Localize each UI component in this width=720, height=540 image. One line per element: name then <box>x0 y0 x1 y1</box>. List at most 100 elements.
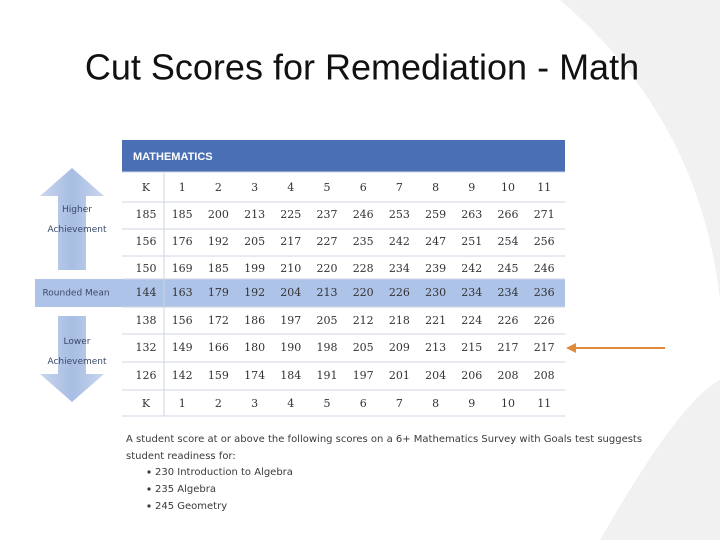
column-label: 9 <box>468 397 475 410</box>
score-cell: 204 <box>280 286 301 299</box>
bullet: 235 Algebra <box>155 484 216 495</box>
column-label: 1 <box>179 397 186 410</box>
score-cell: 213 <box>425 341 446 354</box>
score-cell: 239 <box>425 262 446 275</box>
score-cell: 221 <box>425 314 446 327</box>
score-cell: 245 <box>498 262 519 275</box>
score-cell: 149 <box>172 341 193 354</box>
header-bar <box>122 140 565 172</box>
score-cell: 234 <box>498 286 519 299</box>
score-cell: 226 <box>498 314 519 327</box>
column-label: 6 <box>360 181 367 194</box>
score-cell: 150 <box>136 262 157 275</box>
column-label: K <box>142 181 151 194</box>
score-cell: 234 <box>461 286 482 299</box>
mean-row <box>35 279 565 307</box>
column-label: 4 <box>287 397 294 410</box>
score-cell: 254 <box>498 235 519 248</box>
score-cell: 230 <box>425 286 446 299</box>
score-cell: 169 <box>172 262 193 275</box>
column-label: K <box>142 397 151 410</box>
score-cell: 235 <box>353 235 374 248</box>
score-cell: 200 <box>208 208 229 221</box>
column-label: 6 <box>360 397 367 410</box>
score-cell: 246 <box>353 208 374 221</box>
score-cell: 206 <box>461 369 482 382</box>
score-cell: 237 <box>317 208 338 221</box>
score-cell: 142 <box>172 369 193 382</box>
column-label: 3 <box>251 181 258 194</box>
score-cell: 209 <box>389 341 410 354</box>
score-cell: 201 <box>389 369 410 382</box>
score-cell: 132 <box>136 341 157 354</box>
column-label: 1 <box>179 181 186 194</box>
column-label: 2 <box>215 397 222 410</box>
score-cell: 242 <box>461 262 482 275</box>
table-image <box>30 113 576 521</box>
score-cell: 236 <box>534 286 555 299</box>
slide-title: Cut Scores for Remediation - Math <box>85 47 639 88</box>
column-label: 9 <box>468 181 475 194</box>
score-cell: 156 <box>136 235 157 248</box>
pointer-arrow-head <box>566 343 576 353</box>
score-cell: 217 <box>534 341 555 354</box>
score-cell: 271 <box>534 208 555 221</box>
score-cell: 156 <box>172 314 193 327</box>
column-label: 11 <box>537 397 551 410</box>
score-cell: 215 <box>461 341 482 354</box>
score-cell: 159 <box>208 369 229 382</box>
score-cell: 213 <box>244 208 265 221</box>
score-cell: 220 <box>317 262 338 275</box>
score-cell: 192 <box>208 235 229 248</box>
score-cell: 242 <box>389 235 410 248</box>
bullet-dot <box>147 504 151 508</box>
score-cell: 259 <box>425 208 446 221</box>
score-cell: 172 <box>208 314 229 327</box>
score-cell: 184 <box>280 369 301 382</box>
score-cell: 180 <box>244 341 265 354</box>
score-cell: 176 <box>172 235 193 248</box>
score-cell: 213 <box>317 286 338 299</box>
score-cell: 186 <box>244 314 265 327</box>
score-cell: 226 <box>389 286 410 299</box>
score-cell: 263 <box>461 208 482 221</box>
score-cell: 218 <box>389 314 410 327</box>
table-header: MATHEMATICS <box>133 151 213 163</box>
score-cell: 225 <box>280 208 301 221</box>
score-cell: 212 <box>353 314 374 327</box>
score-cell: 220 <box>353 286 374 299</box>
score-cell: 144 <box>136 286 157 299</box>
score-cell: 246 <box>534 262 555 275</box>
score-cell: 226 <box>534 314 555 327</box>
bullet: 245 Geometry <box>155 501 227 512</box>
column-label: 7 <box>396 181 403 194</box>
up-arrow <box>40 168 104 270</box>
score-cell: 204 <box>425 369 446 382</box>
score-cell: 205 <box>244 235 265 248</box>
score-cell: 199 <box>244 262 265 275</box>
column-label: 10 <box>501 181 515 194</box>
column-label: 4 <box>287 181 294 194</box>
score-cell: 217 <box>280 235 301 248</box>
column-label: 5 <box>324 397 331 410</box>
decoration <box>560 0 720 300</box>
score-cell: 227 <box>317 235 338 248</box>
score-cell: 197 <box>353 369 374 382</box>
score-cell: 228 <box>353 262 374 275</box>
score-cell: 191 <box>317 369 338 382</box>
score-cell: 266 <box>498 208 519 221</box>
side-label: Rounded Mean <box>42 289 109 299</box>
score-cell: 179 <box>208 286 229 299</box>
column-label: 7 <box>396 397 403 410</box>
score-cell: 205 <box>353 341 374 354</box>
bullet-dot <box>147 487 151 491</box>
score-cell: 138 <box>136 314 157 327</box>
score-cell: 185 <box>208 262 229 275</box>
column-label: 8 <box>432 181 439 194</box>
side-label: Lower Achievement <box>47 337 107 367</box>
column-label: 11 <box>537 181 551 194</box>
score-cell: 197 <box>280 314 301 327</box>
score-cell: 185 <box>136 208 157 221</box>
